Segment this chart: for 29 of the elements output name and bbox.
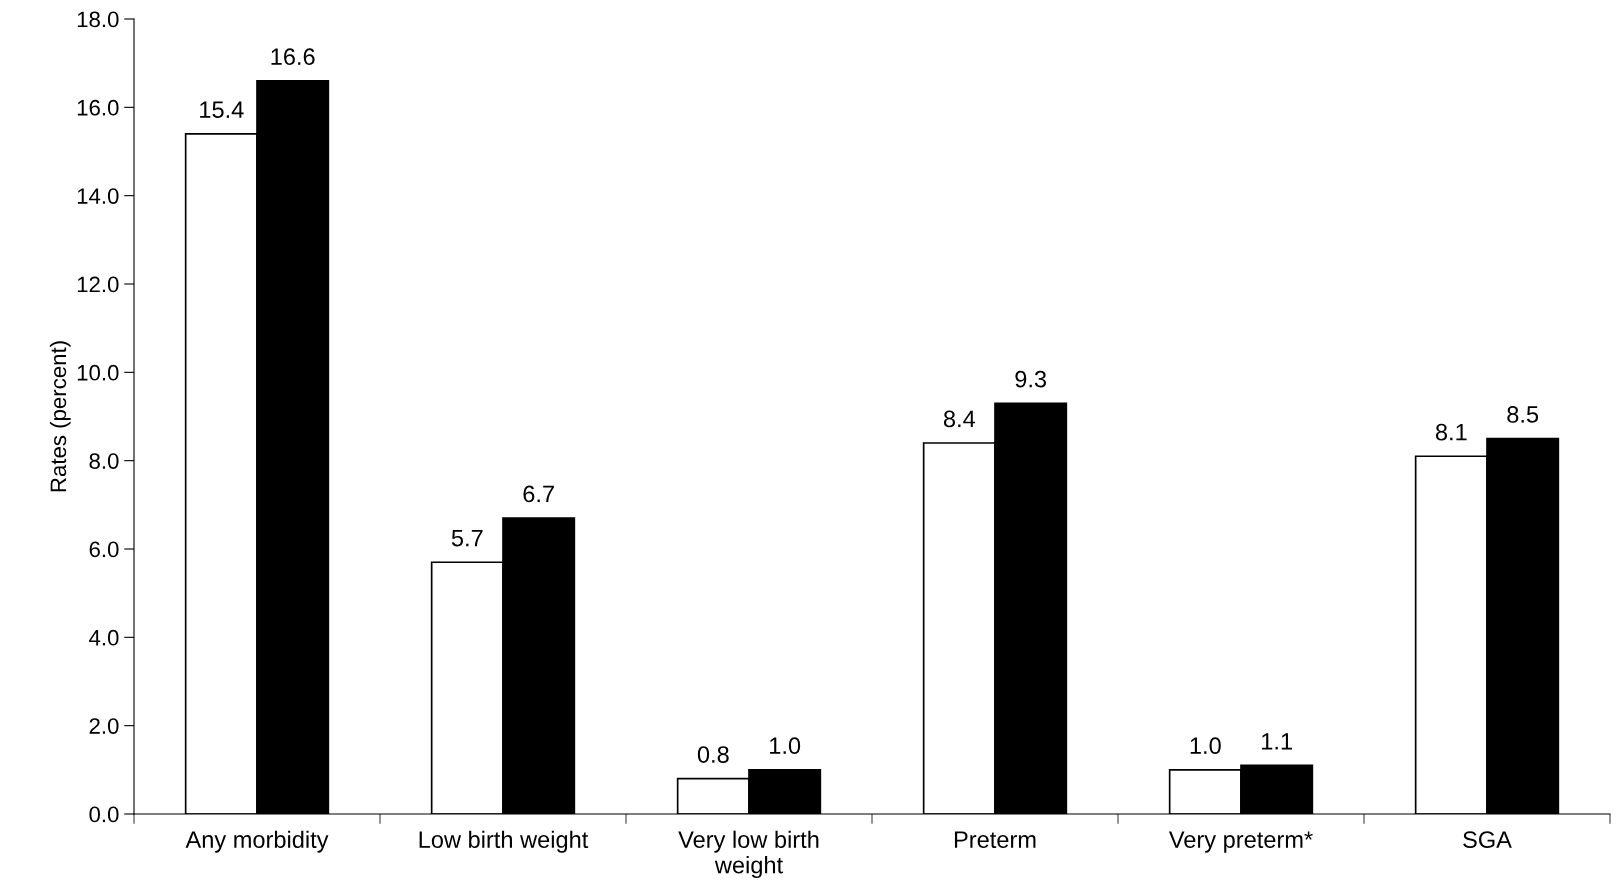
data-label: 16.6 [271, 48, 315, 66]
y-tick-label: 2.0 [89, 718, 119, 734]
data-label: 1.1 [1262, 733, 1292, 750]
x-tick-label: Very preterm* [1168, 831, 1313, 853]
y-axis-title: Rates (percent) [49, 341, 71, 492]
y-tick-label: 12.0 [77, 276, 119, 293]
data-label: 8.1 [1435, 423, 1467, 441]
data-label: 1.0 [770, 737, 801, 755]
y-tick-label: 16.0 [77, 99, 119, 116]
x-tick-label: Any morbidity [185, 830, 329, 853]
y-tick-label: 8.0 [89, 453, 119, 469]
y-tick-label: 14.0 [77, 188, 119, 204]
y-tick-label: 6.0 [89, 541, 119, 558]
data-label: 5.7 [451, 530, 483, 547]
data-label: 1.0 [1190, 737, 1221, 755]
data-label: 15.4 [200, 101, 244, 119]
x-tick-label: Preterm [954, 831, 1036, 849]
x-tick-label: SGA [1463, 831, 1512, 849]
data-label: 8.4 [943, 410, 976, 428]
y-tick-label: 4.0 [89, 629, 119, 646]
data-label: 6.7 [523, 485, 554, 503]
x-tick-label: Very low birth weight [678, 830, 819, 879]
y-tick-label: 0.0 [89, 806, 119, 823]
y-tick-label: 10.0 [77, 364, 119, 381]
data-label: 9.3 [1015, 370, 1047, 388]
data-label: 0.8 [697, 746, 729, 763]
x-tick-label: Low birth weight [419, 830, 589, 853]
y-tick-label: 18.0 [77, 11, 119, 28]
data-label: 8.5 [1507, 406, 1539, 423]
